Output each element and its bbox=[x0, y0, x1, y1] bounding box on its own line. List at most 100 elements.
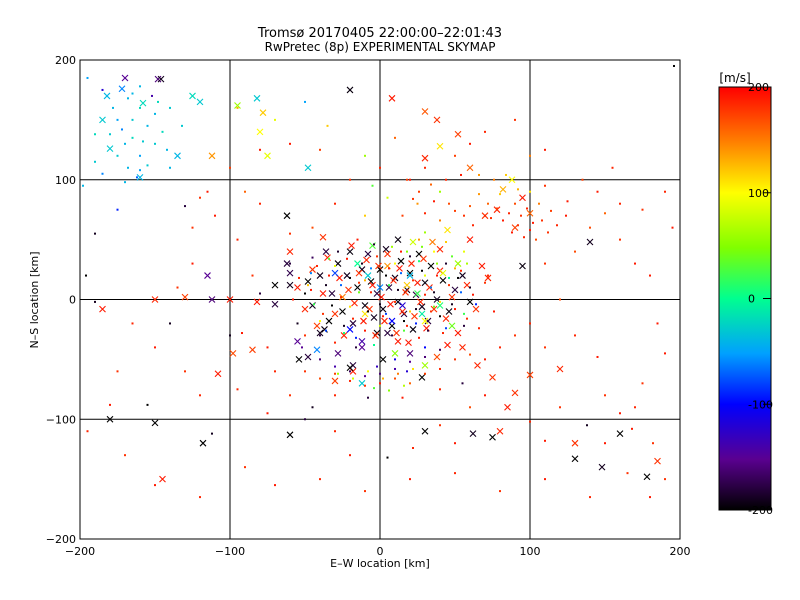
scatter-point-cross bbox=[375, 262, 382, 270]
scatter-point-dot bbox=[274, 370, 276, 373]
scatter-point-dot bbox=[484, 281, 486, 284]
scatter-point-cross bbox=[466, 236, 474, 244]
scatter-point-dot bbox=[334, 394, 336, 397]
scatter-point-dot bbox=[364, 214, 366, 217]
scatter-point-dot bbox=[439, 424, 441, 427]
scatter-point-dot bbox=[424, 166, 426, 169]
scatter-point-dot bbox=[101, 88, 104, 91]
scatter-point-dot bbox=[460, 269, 462, 272]
scatter-point-dot bbox=[454, 442, 456, 445]
scatter-point-cross bbox=[294, 338, 301, 345]
scatter-point-dot bbox=[397, 288, 399, 291]
scatter-point-cross bbox=[204, 272, 211, 279]
scatter-point-dot bbox=[484, 214, 486, 217]
scatter-point-cross bbox=[444, 341, 451, 349]
y-tick-label: −100 bbox=[46, 413, 76, 426]
scatter-point-dot bbox=[565, 214, 567, 217]
scatter-point-cross bbox=[259, 109, 267, 117]
scatter-point-cross bbox=[556, 365, 564, 373]
scatter-point-cross bbox=[154, 75, 162, 83]
scatter-point-cross bbox=[99, 116, 106, 124]
scatter-point-dot bbox=[466, 262, 468, 265]
scatter-point-dot bbox=[319, 358, 321, 361]
scatter-point-dot bbox=[127, 97, 129, 100]
scatter-point-dot bbox=[146, 403, 149, 406]
scatter-point-cross bbox=[429, 238, 436, 246]
scatter-point-dot bbox=[131, 118, 134, 121]
scatter-point-dot bbox=[430, 310, 432, 313]
scatter-point-cross bbox=[253, 298, 261, 306]
scatter-point-dot bbox=[436, 262, 438, 265]
scatter-point-dot bbox=[457, 276, 459, 279]
scatter-point-dot bbox=[211, 432, 213, 435]
scatter-point-cross bbox=[313, 322, 321, 330]
scatter-point-dot bbox=[304, 334, 306, 337]
scatter-point-dot bbox=[131, 136, 134, 139]
scatter-point-dot bbox=[421, 269, 423, 272]
scatter-point-cross bbox=[387, 300, 394, 308]
scatter-point-cross bbox=[388, 94, 396, 102]
scatter-point-dot bbox=[556, 224, 558, 227]
scatter-point-dot bbox=[454, 267, 456, 270]
scatter-point-dot bbox=[382, 315, 384, 318]
scatter-point-dot bbox=[176, 286, 179, 289]
scatter-point-cross bbox=[121, 74, 129, 82]
scatter-point-dot bbox=[673, 64, 675, 67]
scatter-point-dot bbox=[499, 346, 501, 349]
scatter-point-dot bbox=[671, 226, 674, 229]
scatter-point-dot bbox=[484, 130, 486, 133]
colorbar-ticks: 200 100 0 -100 -200 bbox=[748, 81, 773, 517]
scatter-point-dot bbox=[370, 267, 372, 270]
scatter-point-dot bbox=[664, 352, 666, 355]
scatter-point-dot bbox=[154, 142, 156, 145]
colorbar-tick-label: 0 bbox=[748, 293, 755, 306]
scatter-point-dot bbox=[460, 173, 462, 176]
scatter-point-dot bbox=[487, 202, 489, 205]
scatter-point-cross bbox=[405, 339, 412, 346]
scatter-point-cross bbox=[451, 286, 459, 294]
scatter-point-dot bbox=[289, 232, 291, 235]
scatter-point-dot bbox=[424, 355, 426, 358]
scatter-point-dot bbox=[508, 212, 510, 215]
scatter-point-dot bbox=[358, 291, 360, 294]
scatter-point-cross bbox=[418, 373, 426, 381]
scatter-point-dot bbox=[439, 300, 441, 303]
scatter-point-dot bbox=[604, 442, 606, 445]
scatter-point-dot bbox=[266, 346, 269, 349]
scatter-point-dot bbox=[490, 217, 492, 220]
scatter-point-cross bbox=[136, 173, 144, 181]
scatter-point-dot bbox=[656, 322, 659, 325]
scatter-point-cross bbox=[316, 329, 324, 337]
scatter-point-dot bbox=[439, 348, 441, 351]
scatter-point-dot bbox=[478, 327, 480, 330]
scatter-point-dot bbox=[116, 370, 119, 373]
scatter-point-dot bbox=[322, 312, 324, 315]
scatter-point-dot bbox=[352, 377, 354, 380]
scatter-point-cross bbox=[363, 256, 370, 264]
scatter-point-cross bbox=[376, 266, 384, 273]
scatter-point-dot bbox=[484, 394, 486, 397]
scatter-point-cross bbox=[361, 302, 369, 309]
scatter-point-dot bbox=[364, 154, 366, 157]
scatter-point-dot bbox=[310, 288, 312, 291]
scatter-point-dot bbox=[401, 214, 404, 217]
scatter-point-cross bbox=[394, 338, 402, 345]
scatter-point-dot bbox=[581, 178, 584, 181]
scatter-point-cross bbox=[472, 305, 480, 313]
scatter-point-dot bbox=[85, 274, 87, 277]
scatter-point-dot bbox=[82, 184, 84, 187]
scatter-point-dot bbox=[418, 190, 420, 193]
scatter-point-cross bbox=[99, 305, 106, 313]
scatter-point-dot bbox=[154, 484, 156, 487]
scatter-point-dot bbox=[251, 274, 254, 277]
scatter-point-dot bbox=[463, 324, 465, 327]
scatter-point-cross bbox=[406, 349, 414, 357]
scatter-point-dot bbox=[412, 367, 414, 370]
scatter-point-dot bbox=[337, 250, 339, 253]
scatter-point-dot bbox=[340, 296, 342, 299]
scatter-point-dot bbox=[229, 334, 231, 337]
scatter-point-dot bbox=[325, 329, 327, 332]
scatter-point-cross bbox=[399, 302, 406, 309]
scatter-point-dot bbox=[634, 406, 636, 409]
scatter-point-dot bbox=[544, 478, 546, 481]
